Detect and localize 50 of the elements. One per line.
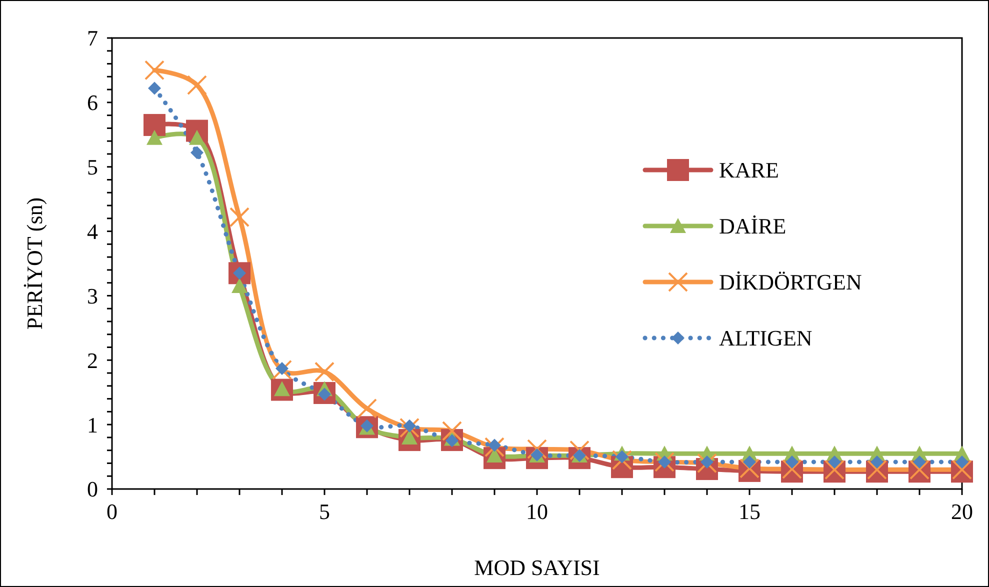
point <box>956 455 968 468</box>
point <box>146 130 162 145</box>
point <box>527 439 547 460</box>
point <box>357 398 377 418</box>
point <box>828 455 841 468</box>
y-tick-label: 3 <box>87 283 98 308</box>
point <box>740 458 760 478</box>
x-tick-label: 20 <box>951 499 973 524</box>
y-tick-label: 0 <box>87 476 98 502</box>
point <box>232 278 248 294</box>
y-tick-label: 7 <box>87 26 98 51</box>
point <box>400 418 420 438</box>
x-tick-label: 10 <box>526 499 548 524</box>
x-tick-label: 0 <box>106 499 118 524</box>
legend-label: DİKDÖRTGEN <box>719 270 862 295</box>
point <box>612 450 632 470</box>
y-tick-label: 5 <box>87 154 98 180</box>
point <box>700 455 714 468</box>
y-tick-label: 2 <box>87 348 98 373</box>
x-tick-label: 15 <box>738 499 760 524</box>
point <box>616 450 628 464</box>
legend-label: KARE <box>719 158 779 183</box>
point <box>230 207 250 228</box>
x-axis-title: MOD SAYISI <box>474 555 600 580</box>
point <box>272 360 292 380</box>
point <box>403 419 416 432</box>
point <box>743 455 756 468</box>
y-tick-label: 6 <box>87 90 98 116</box>
point <box>570 440 590 460</box>
y-tick-label: 4 <box>87 218 98 244</box>
point <box>870 455 884 468</box>
y-tick-label: 1 <box>87 412 98 438</box>
point <box>148 82 161 95</box>
point <box>654 452 674 472</box>
legend-label: DAİRE <box>719 214 786 239</box>
point <box>190 146 204 160</box>
point <box>782 459 802 480</box>
point <box>442 421 462 442</box>
x-tick-label: 5 <box>319 499 330 524</box>
point <box>786 455 798 468</box>
point <box>913 455 926 468</box>
point <box>144 114 166 136</box>
point <box>314 362 334 382</box>
point <box>697 453 717 474</box>
point <box>276 362 288 376</box>
y-axis-title: PERİYOT (sn) <box>22 197 47 330</box>
point <box>484 437 504 458</box>
point <box>488 438 501 452</box>
point <box>144 60 164 80</box>
legend-label: ALTIGEN <box>719 326 812 351</box>
